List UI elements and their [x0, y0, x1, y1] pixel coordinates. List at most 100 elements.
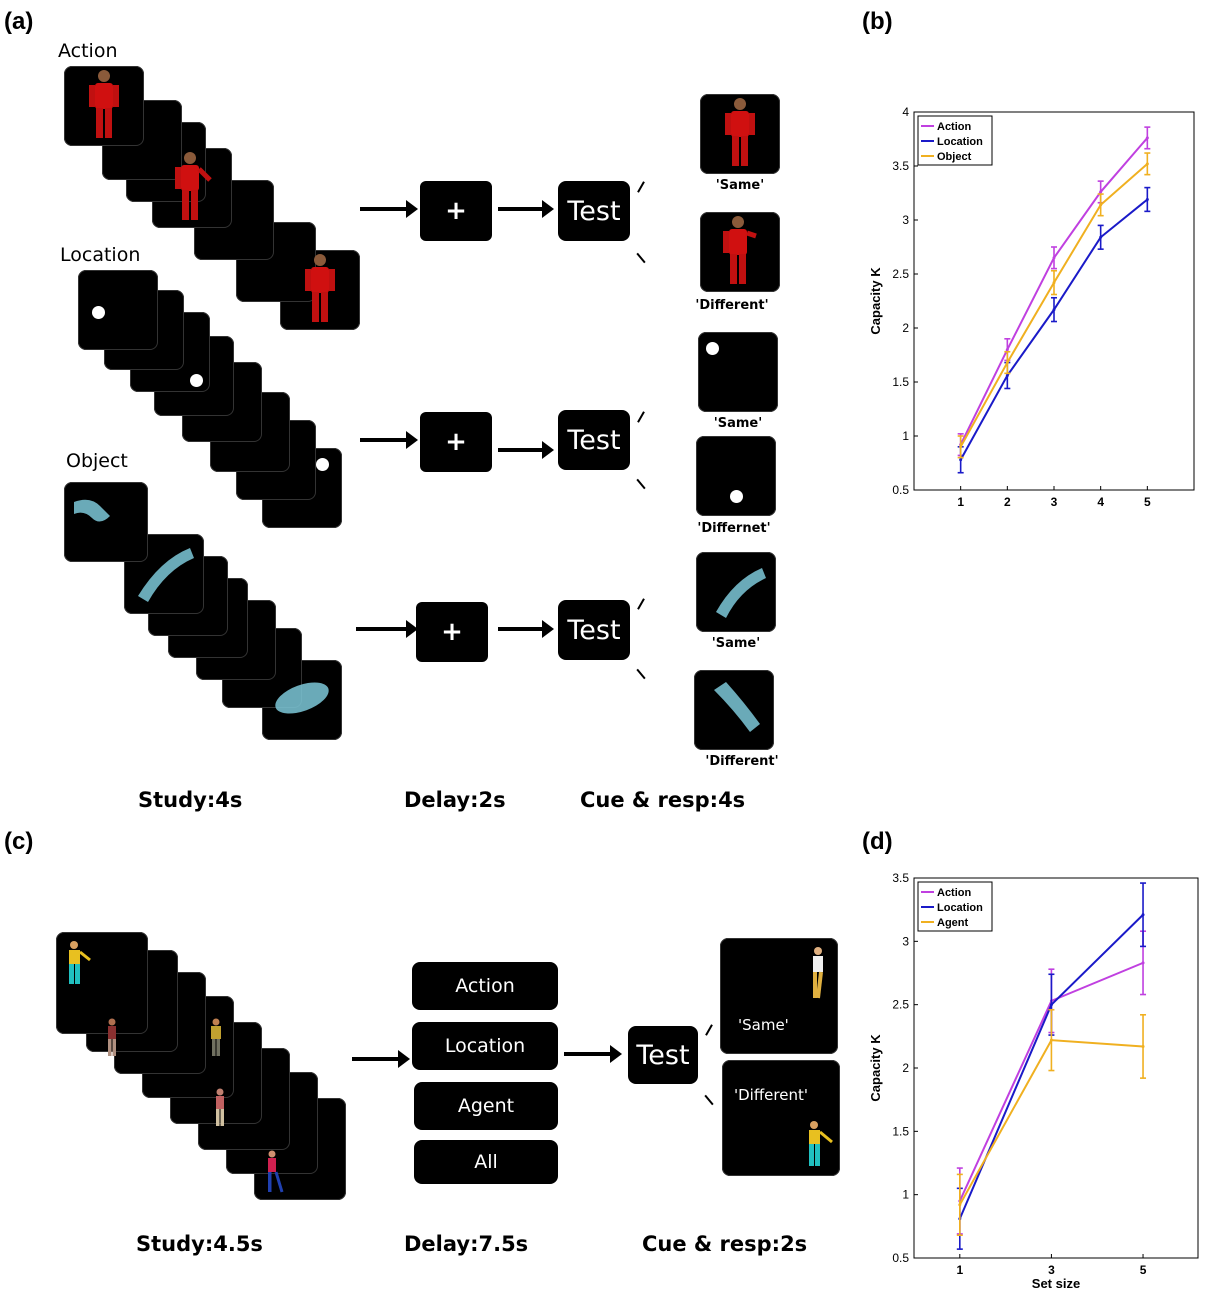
data-point [1005, 348, 1009, 352]
agent-figure-icon [813, 947, 823, 999]
y-tick-label: 1.5 [892, 1124, 909, 1138]
connector-tick [637, 411, 645, 423]
cue-label: 'Same' [715, 178, 765, 193]
panel-letter-b: (b) [862, 8, 893, 35]
object-shape-icon [138, 548, 194, 602]
object-shape-icon [716, 568, 766, 618]
legend-label: Action [937, 121, 972, 133]
arrow-right-icon [352, 1050, 410, 1068]
y-tick-label: 0.5 [892, 483, 909, 497]
connector-tick [637, 181, 645, 193]
y-tick-label: 0.5 [892, 1251, 909, 1265]
timing-cue-response: Cue & resp:4s [580, 788, 746, 812]
chart-b: 0.5 1 1.5 2 2.5 3 3.5 4 1 2 3 4 5 Capacity K Action Loc… [868, 105, 1195, 509]
x-tick-label: 2 [1004, 495, 1011, 509]
agent-figure-icon [216, 1088, 224, 1126]
data-point [959, 458, 963, 462]
location-dot-icon [92, 306, 105, 319]
y-tick-label: 3.5 [892, 159, 909, 173]
timing-study: Study:4.5s [136, 1232, 263, 1256]
connector-tick [704, 1094, 714, 1106]
fixation-box: + [420, 412, 492, 472]
cue-option-agent: Agent [414, 1082, 558, 1130]
condition-label-location: Location [60, 244, 141, 266]
data-point [1049, 1003, 1053, 1007]
arrow-right-icon [564, 1045, 622, 1063]
y-tick-label: 2 [902, 1061, 909, 1075]
x-tick-label: 1 [957, 495, 964, 509]
legend-label: Location [937, 136, 983, 148]
cue-option-all: All [414, 1140, 558, 1184]
chart-d: 0.5 1 1.5 2 2.5 3 3.5 1 3 5 Capacity K Set size Acti… [868, 871, 1199, 1290]
x-tick-label: 5 [1144, 495, 1151, 509]
connector-tick [636, 478, 646, 490]
x-tick-label: 4 [1097, 495, 1104, 509]
y-tick-label: 3.5 [892, 871, 909, 885]
data-point [1052, 281, 1056, 285]
test-box: Test [558, 181, 630, 241]
condition-label-object: Object [66, 450, 128, 472]
legend-label: Agent [937, 917, 969, 929]
timing-delay: Delay:7.5s [404, 1232, 529, 1256]
red-figure-icon [723, 216, 757, 284]
cue-label: 'Same' [713, 416, 763, 431]
red-figure-icon [725, 98, 755, 166]
arrow-right-icon [498, 620, 554, 638]
data-point [1049, 1038, 1053, 1042]
cue-label: 'Differnet' [697, 521, 771, 536]
object-shape-icon [714, 682, 760, 732]
cue-option-action: Action [412, 962, 558, 1010]
data-point [1099, 235, 1103, 239]
test-box: Test [558, 410, 630, 470]
timing-study: Study:4s [138, 788, 243, 812]
agent-figure-icon [108, 1018, 116, 1056]
red-figure-icon [175, 152, 212, 220]
y-tick-label: 2.5 [892, 998, 909, 1012]
response-label-same: 'Same' [738, 1016, 789, 1034]
connector-tick [705, 1024, 713, 1036]
agent-figure-icon [211, 1018, 221, 1056]
y-axis-label: Capacity K [868, 1034, 883, 1102]
object-shape-icon [275, 682, 329, 714]
response-label-different: 'Different' [734, 1086, 808, 1104]
plot-frame [913, 877, 1199, 1259]
x-tick-label: 1 [956, 1263, 963, 1277]
arrow-right-icon [498, 200, 554, 218]
test-box: Test [558, 600, 630, 660]
legend-label: Object [937, 151, 972, 163]
arrow-right-icon [360, 200, 418, 218]
data-point [1141, 961, 1145, 965]
x-tick-label: 3 [1048, 1263, 1055, 1277]
agent-figure-icon [268, 1150, 284, 1193]
arrow-right-icon [356, 620, 418, 638]
data-point [1145, 197, 1149, 201]
stimulus-frame [64, 482, 148, 562]
cue-label: 'Different' [695, 298, 769, 313]
x-tick-label: 3 [1051, 495, 1058, 509]
data-point [1145, 162, 1149, 166]
y-tick-label: 2.5 [892, 267, 909, 281]
legend-label: Location [937, 902, 983, 914]
x-tick-label: 5 [1140, 1263, 1147, 1277]
cue-option-location: Location [412, 1022, 558, 1070]
location-dot-icon [316, 458, 329, 471]
data-point [958, 1203, 962, 1207]
data-point [1005, 361, 1009, 365]
y-tick-label: 2 [902, 321, 909, 335]
test-box: Test [628, 1026, 698, 1084]
cue-label: 'Different' [705, 754, 779, 769]
location-dot-icon [190, 374, 203, 387]
series-line-location [959, 198, 1148, 461]
panel-letter-a: (a) [4, 8, 34, 35]
connector-tick [636, 668, 646, 680]
timing-cue-response: Cue & resp:2s [642, 1232, 808, 1256]
timing-delay: Delay:2s [404, 788, 506, 812]
response-frame-different [722, 1060, 840, 1176]
data-point [959, 445, 963, 449]
y-tick-label: 3 [902, 213, 909, 227]
connector-tick [637, 598, 645, 610]
location-dot-icon [706, 342, 719, 355]
object-shape-icon [74, 499, 110, 522]
data-point [1099, 190, 1103, 194]
arrow-right-icon [498, 441, 554, 459]
